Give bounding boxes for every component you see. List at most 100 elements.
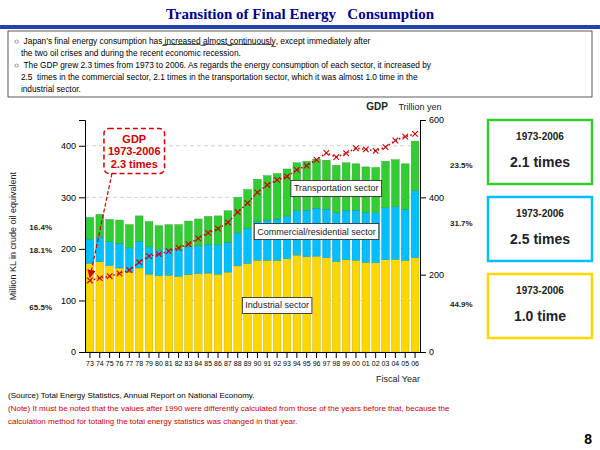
- tick-label: 88: [234, 360, 242, 367]
- annotation: 1973-2006: [516, 131, 564, 142]
- bar: [175, 276, 183, 352]
- plot-area: [86, 131, 419, 352]
- marker: [274, 177, 280, 183]
- marker: [166, 248, 172, 254]
- tick: 94: [293, 352, 301, 367]
- tick-mark: [385, 352, 386, 358]
- tick: 79: [145, 352, 153, 367]
- tick-label: 03: [382, 360, 390, 367]
- tick-label: 200: [61, 244, 76, 254]
- bar: [332, 261, 340, 352]
- marker: [117, 271, 123, 277]
- tick-label: 91: [263, 360, 271, 367]
- bar: [194, 246, 202, 274]
- tick: 88: [234, 352, 242, 367]
- text-box-line: industrial sector.: [14, 84, 81, 94]
- tick-mark: [218, 352, 219, 358]
- tick-label: 81: [165, 360, 173, 367]
- marker: [176, 245, 182, 251]
- bar: [214, 245, 222, 274]
- bar: [145, 247, 153, 274]
- tick-label: 400: [429, 193, 444, 203]
- tick: 05: [401, 352, 409, 367]
- tick-mark: [267, 352, 268, 358]
- marker: [343, 150, 349, 156]
- tick-mark: [208, 352, 209, 358]
- marker: [412, 131, 418, 137]
- marker: [324, 150, 330, 156]
- tick-mark: [99, 352, 100, 358]
- chart: Transition of Final Energy Consumption○ …: [0, 0, 600, 450]
- bar: [382, 260, 390, 352]
- tick-label: 83: [185, 360, 193, 367]
- growth-box-frame: [488, 274, 592, 338]
- marker: [255, 190, 261, 196]
- share-label: 18.1%: [29, 246, 52, 255]
- tick: 76: [116, 352, 124, 367]
- tick-label: 04: [391, 360, 399, 367]
- title-rule: [0, 25, 600, 29]
- tick-label: 73: [86, 360, 94, 367]
- tick-mark: [149, 352, 150, 358]
- tick-mark: [79, 300, 85, 301]
- tick: 91: [263, 352, 271, 367]
- tick-mark: [316, 352, 317, 358]
- tick-mark: [139, 352, 140, 358]
- tick: 01: [362, 352, 370, 367]
- tick: 84: [194, 352, 202, 367]
- bar: [106, 242, 114, 266]
- bar: [125, 225, 133, 248]
- bar: [392, 259, 400, 352]
- bar: [165, 225, 173, 249]
- bar: [116, 268, 124, 352]
- marker: [304, 163, 310, 169]
- bar: [411, 191, 419, 258]
- bar: [204, 244, 212, 273]
- tick: 98: [332, 352, 340, 367]
- bar: [313, 256, 321, 352]
- marker: [333, 154, 339, 160]
- marker: [146, 253, 152, 259]
- tick-mark: [178, 352, 179, 358]
- marker: [156, 251, 162, 257]
- bar: [204, 273, 212, 352]
- annotation: 2.1 times: [510, 154, 570, 170]
- bar: [214, 274, 222, 352]
- bar: [135, 241, 143, 268]
- tick-mark: [237, 352, 238, 358]
- tick: 96: [313, 352, 321, 367]
- tick-label: 00: [352, 360, 360, 367]
- source-note: calculation method for totaling the tota…: [8, 417, 298, 426]
- series-label: Industrial sector: [245, 300, 309, 310]
- bar: [185, 247, 193, 275]
- tick: 06: [411, 352, 419, 367]
- bar: [411, 258, 419, 352]
- tick: 400: [420, 193, 444, 203]
- marker: [264, 182, 270, 188]
- tick-label: 80: [155, 360, 163, 367]
- tick: 82: [175, 352, 183, 367]
- label-box: [242, 297, 312, 313]
- bar: [106, 220, 114, 242]
- tick-mark: [286, 352, 287, 358]
- bar: [86, 217, 94, 239]
- tick-label: 74: [96, 360, 104, 367]
- tick-mark: [395, 352, 396, 358]
- axis: 7374757677787980818283848586878889909192…: [86, 352, 421, 367]
- tick: 92: [273, 352, 281, 367]
- bar: [96, 262, 104, 352]
- axis: 0200400600: [420, 115, 444, 357]
- growth-box: 1973-20062.5 times: [488, 197, 592, 261]
- tick: 0: [420, 347, 434, 357]
- tick-mark: [89, 352, 90, 358]
- tick-label: 86: [214, 360, 222, 367]
- axis-line: [421, 121, 427, 353]
- marker: [205, 230, 211, 236]
- tick-label: 06: [411, 360, 419, 367]
- bar: [165, 249, 173, 275]
- tick-label: 98: [332, 360, 340, 367]
- bar: [352, 260, 360, 352]
- line: [90, 134, 415, 281]
- tick-label: 200: [429, 270, 444, 280]
- tick: 99: [342, 352, 350, 367]
